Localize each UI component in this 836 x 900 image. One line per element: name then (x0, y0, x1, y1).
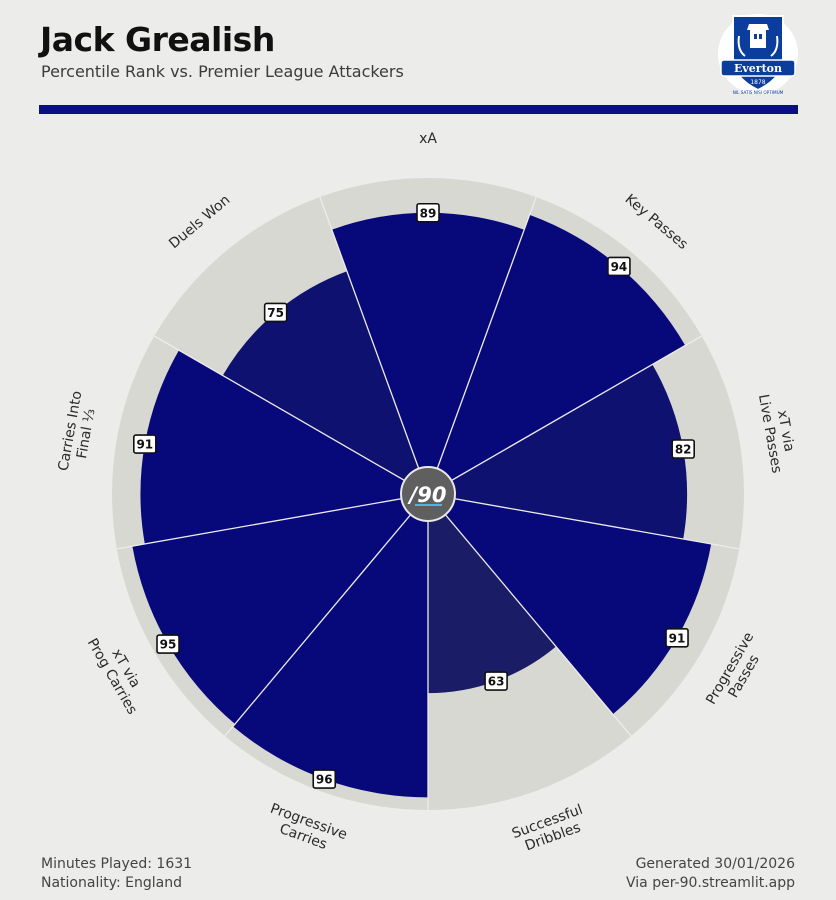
percentile-pizza-chart: 89 94 82 91 63 96 95 91 75 xA Key Passes xT viaLiv… (56, 131, 800, 850)
value-label-key-passes: 94 (607, 256, 631, 277)
accent-rule (39, 105, 798, 114)
bar-progressive-carries (233, 494, 428, 798)
slice-divider (116, 493, 429, 550)
player-name: Jack Grealish (40, 20, 275, 59)
crest-motto: NIL SATIS NISI OPTIMUM (733, 90, 784, 95)
footer-source-info: Generated 30/01/2026 Via per-90.streamli… (626, 855, 795, 893)
slice-divider (427, 493, 632, 737)
svg-text:96: 96 (316, 773, 333, 787)
slice-divider (319, 196, 429, 495)
bar-progressive-passes (428, 494, 712, 715)
chart-subtitle: Percentile Rank vs. Premier League Attac… (41, 62, 404, 81)
svg-text:91: 91 (669, 631, 686, 645)
slice-divider (427, 493, 740, 550)
bar-xt-via-live-passes (428, 364, 688, 539)
center-hub (400, 466, 456, 522)
category-label-xt-via-prog-carries: xT viaProg Carries (84, 628, 154, 718)
bar-key-passes (428, 214, 686, 494)
crest-club-name: Everton (734, 62, 782, 75)
svg-text:95: 95 (160, 638, 177, 652)
minutes-played: Minutes Played: 1631 (41, 856, 193, 872)
per90-logo: /90 (407, 483, 447, 507)
value-label-xt-via-live-passes: 82 (671, 439, 695, 459)
category-label-progressive-passes: ProgressivePasses (703, 630, 771, 716)
slice-divider (224, 493, 429, 737)
category-label-progressive-carries: ProgressiveCarries (263, 801, 350, 850)
svg-text:63: 63 (488, 675, 505, 689)
category-label-xa: xA (419, 131, 437, 147)
value-label-xt-via-prog-carries: 95 (156, 634, 180, 654)
svg-text:75: 75 (267, 306, 284, 320)
svg-text:82: 82 (675, 443, 692, 457)
slice-divider (427, 196, 537, 495)
value-label-progressive-passes: 91 (665, 627, 689, 648)
category-label-xt-via-live-passes: xT viaLive Passes (755, 390, 800, 474)
category-label-carries-into-final: Carries IntoFinal ⅓ (56, 390, 102, 475)
svg-text:91: 91 (136, 438, 153, 452)
club-crest-logo: Everton 1878 NIL SATIS NISI OPTIMUM (718, 14, 798, 95)
bar-duels-won (222, 271, 428, 494)
slice-divider (427, 335, 702, 495)
source-url: Via per-90.streamlit.app (626, 875, 795, 891)
svg-text:89: 89 (420, 206, 437, 220)
nationality: Nationality: England (41, 875, 182, 891)
value-label-xa: 89 (416, 202, 440, 223)
value-label-successful-dribbles: 63 (484, 671, 508, 691)
bar-carries-into-final (140, 350, 428, 544)
value-label-carries-into-final: 91 (133, 434, 157, 454)
svg-text:94: 94 (611, 260, 628, 274)
category-label-key-passes: Key Passes (622, 191, 691, 253)
slice-divider (154, 335, 429, 495)
value-label-duels-won: 75 (263, 302, 288, 323)
generated-date: Generated 30/01/2026 (635, 856, 795, 872)
value-label-progressive-carries: 96 (312, 769, 337, 789)
bar-successful-dribbles (428, 494, 556, 694)
category-label-duels-won: Duels Won (166, 192, 233, 252)
footer-player-info: Minutes Played: 1631 Nationality: Englan… (41, 855, 192, 893)
crest-founded: 1878 (750, 79, 765, 86)
bar-xa (331, 212, 525, 494)
bar-xt-via-prog-carries (132, 494, 428, 724)
category-label-successful-dribbles: SuccessfulDribbles (510, 802, 591, 850)
